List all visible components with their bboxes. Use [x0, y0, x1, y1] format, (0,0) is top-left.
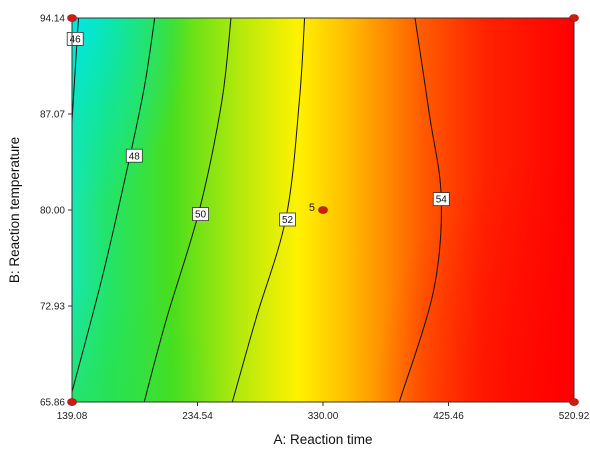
y-axis-ticks: 65.86 72.93 80.00 87.07 94.14 — [40, 14, 72, 409]
contour-label-46: 46 — [70, 35, 82, 46]
design-point-count: 5 — [309, 202, 315, 214]
x-axis-ticks: 139.08 234.54 330.00 425.46 520.92 — [57, 402, 590, 422]
contour-label-box-50 — [192, 207, 209, 222]
y-axis-title: B: Reaction temperature — [7, 137, 22, 283]
x-tick-label: 139.08 — [57, 411, 88, 422]
contour-line-48 — [72, 18, 156, 393]
y-tick-label: 65.86 — [40, 398, 65, 409]
design-point — [318, 206, 328, 214]
x-tick-label: 520.92 — [559, 411, 590, 422]
design-point — [67, 398, 77, 406]
contour-label-52: 52 — [282, 215, 294, 226]
contour-label-box-46 — [66, 32, 84, 46]
y-tick-label: 94.14 — [40, 14, 65, 25]
y-tick-label: 87.07 — [40, 110, 65, 121]
contour-label-box-54 — [432, 192, 450, 207]
x-tick-label: 234.54 — [182, 411, 213, 422]
contour-label-box-52 — [279, 212, 296, 227]
x-tick-label: 425.46 — [433, 411, 464, 422]
contour-label-54: 54 — [436, 195, 448, 206]
contour-label-48: 48 — [129, 151, 141, 162]
contour-labels: 46 48 50 52 54 — [66, 32, 450, 227]
design-points: 5 — [67, 14, 579, 406]
x-tick-label: 330.00 — [308, 411, 339, 422]
y-tick-label: 80.00 — [40, 206, 65, 217]
x-axis-title: A: Reaction time — [273, 432, 372, 447]
y-tick-label: 72.93 — [40, 302, 65, 313]
design-point — [569, 398, 579, 406]
contour-label-box-48 — [125, 148, 143, 163]
design-point — [67, 14, 77, 22]
contour-label-50: 50 — [195, 210, 207, 221]
design-point — [569, 14, 579, 22]
